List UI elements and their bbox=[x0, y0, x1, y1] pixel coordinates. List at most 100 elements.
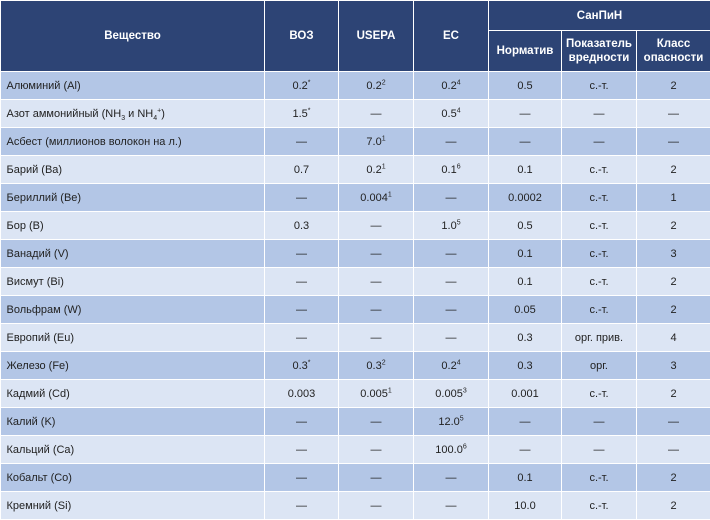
cell-value: — bbox=[446, 248, 457, 260]
cell-ec: — bbox=[414, 296, 489, 324]
cell-who: 1.5* bbox=[265, 100, 339, 128]
cell-value: 0.004 bbox=[360, 192, 388, 204]
table-row: Асбест (миллионов волокон на л.)—7.01———… bbox=[1, 128, 710, 156]
cell-value: — bbox=[371, 304, 382, 316]
cell-ec: 12.05 bbox=[414, 408, 489, 436]
cell-norm: 0.0002 bbox=[489, 184, 562, 212]
cell-value: 0.7 bbox=[294, 164, 309, 176]
footnote-ref: 2 bbox=[382, 79, 386, 86]
cell-who: — bbox=[265, 324, 339, 352]
cell-substance: Бор (B) bbox=[1, 212, 265, 240]
cell-usepa: — bbox=[339, 296, 414, 324]
cell-who: — bbox=[265, 464, 339, 492]
cell-indicator: с.-т. bbox=[562, 296, 637, 324]
cell-norm: 0.1 bbox=[489, 156, 562, 184]
cell-norm: — bbox=[489, 408, 562, 436]
cell-hazard-class: 1 bbox=[637, 184, 710, 212]
cell-substance: Кобальт (Co) bbox=[1, 464, 265, 492]
cell-usepa: — bbox=[339, 464, 414, 492]
cell-hazard-class: 2 bbox=[637, 212, 710, 240]
cell-hazard-class: — bbox=[637, 436, 710, 464]
cell-ec: — bbox=[414, 184, 489, 212]
cell-value: 0.2 bbox=[366, 164, 381, 176]
cell-usepa: 0.0051 bbox=[339, 380, 414, 408]
table-row: Азот аммонийный (NH3 и NH4+)1.5*—0.54——— bbox=[1, 100, 710, 128]
cell-substance: Железо (Fe) bbox=[1, 352, 265, 380]
cell-norm: 10.0 bbox=[489, 492, 562, 520]
cell-who: — bbox=[265, 184, 339, 212]
cell-norm: 0.001 bbox=[489, 380, 562, 408]
footnote-ref: 5 bbox=[460, 415, 464, 422]
cell-value: 0.005 bbox=[435, 388, 463, 400]
cell-ec: — bbox=[414, 128, 489, 156]
cell-substance: Ванадий (V) bbox=[1, 240, 265, 268]
cell-substance: Бериллий (Be) bbox=[1, 184, 265, 212]
cell-usepa: 0.0041 bbox=[339, 184, 414, 212]
cell-ec: — bbox=[414, 464, 489, 492]
cell-hazard-class: — bbox=[637, 128, 710, 156]
cell-indicator: — bbox=[562, 128, 637, 156]
col-who: ВОЗ bbox=[265, 1, 339, 72]
cell-substance: Барий (Ba) bbox=[1, 156, 265, 184]
cell-who: 0.2* bbox=[265, 72, 339, 100]
cell-substance: Кальций (Ca) bbox=[1, 436, 265, 464]
cell-hazard-class: 2 bbox=[637, 296, 710, 324]
cell-indicator: с.-т. bbox=[562, 268, 637, 296]
cell-value: — bbox=[371, 332, 382, 344]
cell-substance: Азот аммонийный (NH3 и NH4+) bbox=[1, 100, 265, 128]
footnote-ref: 1 bbox=[388, 387, 392, 394]
cell-usepa: — bbox=[339, 492, 414, 520]
cell-value: 0.2 bbox=[292, 80, 307, 92]
cell-hazard-class: 2 bbox=[637, 156, 710, 184]
cell-value: — bbox=[371, 416, 382, 428]
cell-indicator: с.-т. bbox=[562, 380, 637, 408]
cell-indicator: — bbox=[562, 100, 637, 128]
cell-usepa: — bbox=[339, 212, 414, 240]
cell-value: 0.3 bbox=[292, 360, 307, 372]
cell-ec: 0.54 bbox=[414, 100, 489, 128]
cell-substance: Европий (Eu) bbox=[1, 324, 265, 352]
cell-value: — bbox=[371, 248, 382, 260]
footnote-ref: * bbox=[308, 107, 311, 114]
cell-value: 0.2 bbox=[441, 360, 456, 372]
cell-ec: 0.24 bbox=[414, 352, 489, 380]
cell-who: 0.3* bbox=[265, 352, 339, 380]
cell-value: — bbox=[371, 276, 382, 288]
cell-norm: 0.3 bbox=[489, 324, 562, 352]
footnote-ref: 1 bbox=[388, 191, 392, 198]
cell-who: — bbox=[265, 268, 339, 296]
cell-who: — bbox=[265, 492, 339, 520]
cell-ec: 0.24 bbox=[414, 72, 489, 100]
footnote-ref: 4 bbox=[457, 79, 461, 86]
col-norm: Норматив bbox=[489, 31, 562, 72]
cell-usepa: — bbox=[339, 436, 414, 464]
footnote-ref: 2 bbox=[382, 359, 386, 366]
header-row-top: Вещество ВОЗ USEPA ЕС СанПиН bbox=[1, 1, 710, 31]
cell-norm: 0.1 bbox=[489, 240, 562, 268]
col-substance: Вещество bbox=[1, 1, 265, 72]
col-usepa: USEPA bbox=[339, 1, 414, 72]
cell-norm: 0.05 bbox=[489, 296, 562, 324]
footnote-ref: * bbox=[308, 359, 311, 366]
cell-hazard-class: 3 bbox=[637, 240, 710, 268]
cell-ec: 0.16 bbox=[414, 156, 489, 184]
cell-indicator: с.-т. bbox=[562, 156, 637, 184]
cell-value: — bbox=[296, 332, 307, 344]
cell-who: 0.003 bbox=[265, 380, 339, 408]
col-hazard-class: Класс опасности bbox=[637, 31, 710, 72]
cell-norm: — bbox=[489, 100, 562, 128]
cell-value: 0.3 bbox=[366, 360, 381, 372]
cell-hazard-class: — bbox=[637, 408, 710, 436]
cell-value: 0.2 bbox=[366, 80, 381, 92]
cell-value: 0.003 bbox=[288, 388, 316, 400]
cell-value: — bbox=[446, 192, 457, 204]
cell-value: — bbox=[446, 500, 457, 512]
cell-value: — bbox=[296, 248, 307, 260]
name-part: Азот аммонийный (NH bbox=[7, 108, 122, 120]
cell-value: — bbox=[296, 192, 307, 204]
